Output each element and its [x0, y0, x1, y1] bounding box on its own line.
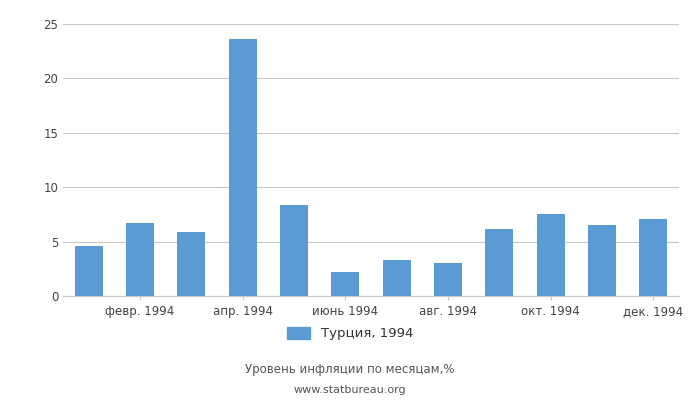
Bar — [434, 263, 462, 296]
Bar — [126, 223, 154, 296]
Text: www.statbureau.org: www.statbureau.org — [294, 385, 406, 395]
Bar — [74, 246, 103, 296]
Bar — [536, 214, 565, 296]
Bar — [485, 228, 513, 296]
Bar — [382, 260, 411, 296]
Bar — [588, 225, 616, 296]
Bar — [177, 232, 206, 296]
Bar — [228, 39, 257, 296]
Bar — [639, 219, 667, 296]
Bar — [331, 272, 360, 296]
Text: Уровень инфляции по месяцам,%: Уровень инфляции по месяцам,% — [245, 364, 455, 376]
Bar — [280, 205, 308, 296]
Legend: Турция, 1994: Турция, 1994 — [287, 326, 413, 340]
